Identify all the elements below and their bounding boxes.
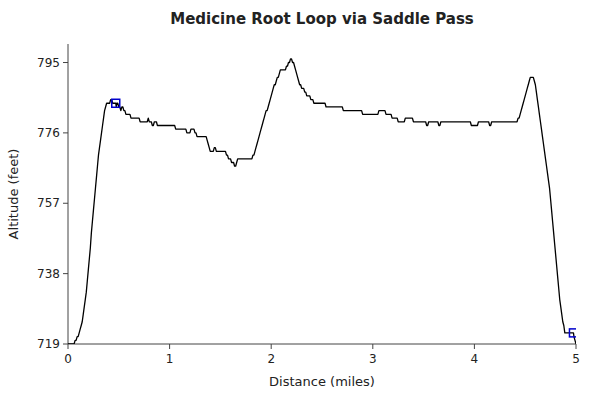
- x-tick: [169, 344, 170, 349]
- y-axis-label: Altitude (feet): [6, 149, 21, 240]
- y-tick-label: 738: [37, 267, 60, 281]
- y-tick-label: 757: [37, 196, 60, 210]
- y-tick: [63, 273, 68, 274]
- axes: 0 1 2 3 4 5 719 738 757 776 795: [37, 44, 580, 366]
- x-tick-label: 2: [267, 352, 275, 366]
- elevation-line: [68, 59, 576, 344]
- waypoint-marker: [569, 329, 576, 337]
- chart: Medicine Root Loop via Saddle Pass 0 1 2 3 4 5…: [0, 0, 600, 400]
- y-tick-label: 719: [37, 337, 60, 351]
- chart-container: Medicine Root Loop via Saddle Pass 0 1 2 3 4 5…: [0, 0, 600, 400]
- y-tick: [63, 344, 68, 345]
- x-tick-label: 0: [64, 352, 72, 366]
- x-tick: [372, 344, 373, 349]
- x-tick: [271, 344, 272, 349]
- x-tick-label: 3: [369, 352, 377, 366]
- y-tick: [63, 132, 68, 133]
- waypoint-marker: [112, 99, 120, 107]
- plot-area: [68, 59, 576, 344]
- y-axis-line: [68, 44, 69, 344]
- x-tick-label: 4: [471, 352, 479, 366]
- title: Medicine Root Loop via Saddle Pass: [170, 10, 474, 28]
- y-tick: [63, 203, 68, 204]
- background: [0, 0, 600, 400]
- x-tick: [576, 344, 577, 349]
- y-tick-label: 795: [37, 56, 60, 70]
- x-tick-label: 1: [166, 352, 174, 366]
- x-axis-label: Distance (miles): [269, 374, 375, 389]
- x-tick: [68, 344, 69, 349]
- x-tick: [474, 344, 475, 349]
- x-axis-line: [68, 344, 576, 345]
- y-tick: [63, 62, 68, 63]
- x-tick-label: 5: [572, 352, 580, 366]
- y-tick-label: 776: [37, 126, 60, 140]
